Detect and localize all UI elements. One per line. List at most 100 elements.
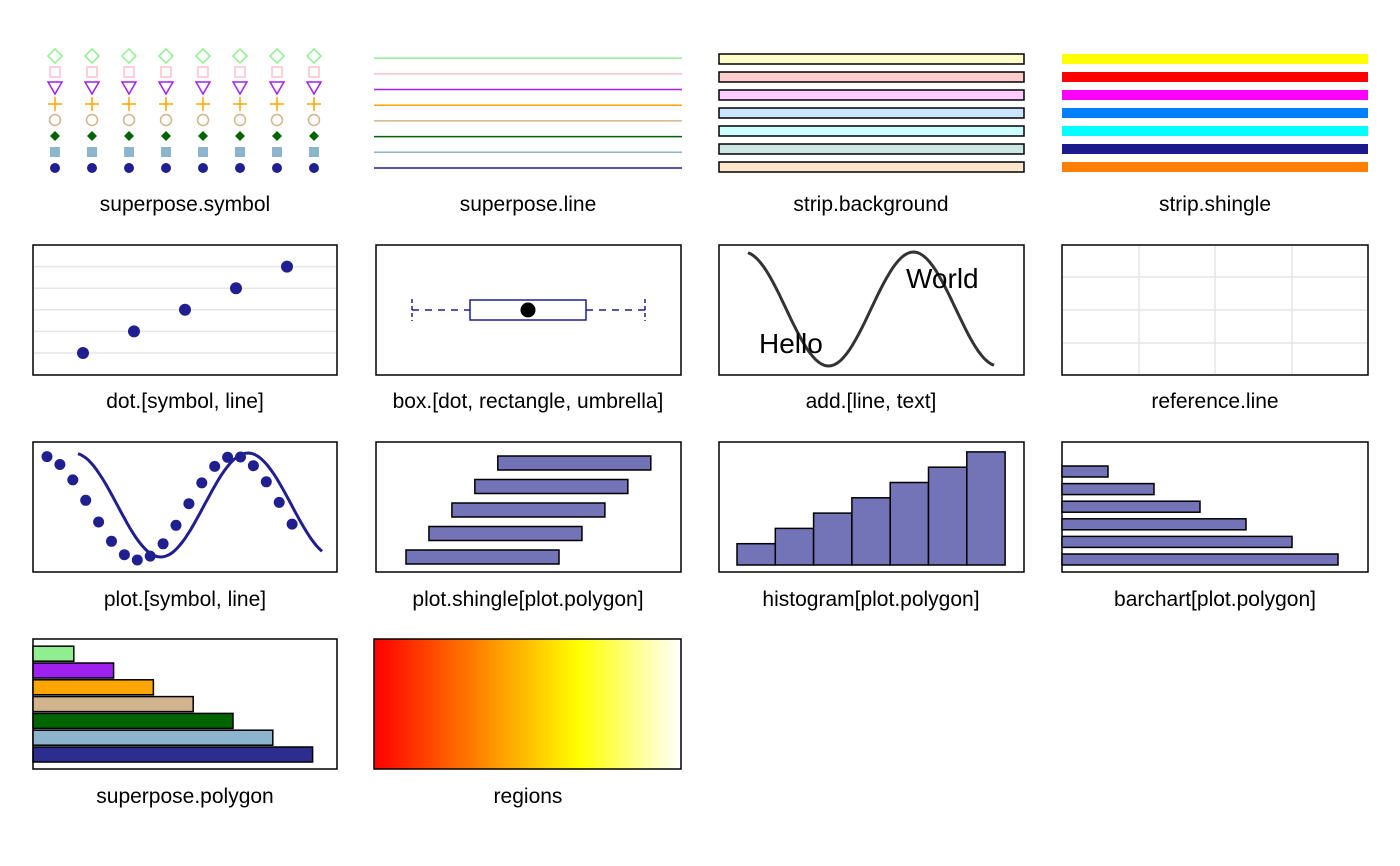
plot-shingle-bar-2: [428, 525, 583, 542]
symbol-open-square-5: [197, 66, 209, 78]
dot-points: [77, 260, 293, 359]
plot-label: plot.[symbol, line]: [104, 588, 266, 611]
barchart-bar-1: [1061, 553, 1339, 566]
symbol-open-circle-8: [307, 113, 321, 127]
histogram-bars: [736, 451, 1006, 566]
superpose-symbol-rows: [46, 47, 323, 173]
symbol-open-triangle-down-8: [305, 81, 323, 96]
symbol-filled-diamond-4: [161, 131, 171, 141]
symbol-open-circle-1: [48, 113, 62, 127]
histogram-bar-5: [889, 481, 930, 566]
symbol-open-square-4: [160, 66, 172, 78]
plot-point-2: [54, 459, 66, 470]
plot-point-14: [209, 460, 221, 472]
superpose-polygon-panel: superpose.polygon: [32, 638, 338, 808]
symbol-filled-square-7: [272, 147, 282, 157]
plot-shingle-bar-3: [451, 502, 606, 518]
symbol-filled-diamond-8: [309, 131, 319, 141]
symbol-plus-2: [85, 97, 99, 111]
superpose-line-label: superpose.line: [460, 193, 597, 216]
symbol-open-diamond-6: [231, 47, 249, 65]
symbol-open-square-3: [123, 66, 135, 78]
symbol-filled-circle-1: [50, 163, 60, 173]
box-dot: [520, 302, 536, 318]
plot-point-7: [118, 549, 130, 561]
dot-point-4: [230, 282, 242, 295]
histogram-bar-6: [927, 466, 968, 566]
barchart-panel: barchart[plot.polygon]: [1061, 441, 1369, 611]
barchart-bar-5: [1061, 482, 1155, 496]
plot-shingle-label: plot.shingle[plot.polygon]: [412, 588, 643, 611]
symbol-open-diamond-4: [157, 47, 175, 65]
strip-shingle-3: [1062, 126, 1368, 136]
symbol-open-diamond-8: [305, 47, 323, 65]
histogram-bar-2: [774, 527, 815, 566]
strip-shingle-panel: strip.shingle: [1062, 54, 1368, 216]
plot-shingle-bar-5: [497, 455, 652, 471]
symbol-filled-diamond-7: [272, 131, 282, 141]
strip-background-3: [718, 125, 1025, 137]
symbol-filled-circle-8: [309, 163, 319, 173]
barchart-bar-6: [1061, 465, 1109, 478]
symbol-open-circle-6: [233, 113, 247, 127]
regions-panel: regions: [373, 638, 682, 808]
histogram-bar-4: [851, 497, 891, 566]
plot-point-18: [260, 476, 272, 488]
plot-point-3: [67, 474, 79, 486]
symbol-open-diamond-1: [46, 47, 64, 65]
symbol-filled-square-8: [309, 147, 319, 157]
add-line-curve: [747, 250, 995, 368]
strip-background-rows: [718, 53, 1025, 173]
symbol-open-triangle-down-4: [157, 81, 175, 96]
dot-label: dot.[symbol, line]: [106, 390, 264, 413]
symbol-filled-square-1: [50, 147, 60, 157]
strip-background-5: [718, 89, 1025, 101]
plot-panel: plot.[symbol, line]: [32, 441, 338, 611]
plot-shingle-bar-4: [474, 478, 629, 495]
symbol-plus-7: [270, 97, 284, 111]
add-text-hello: Hello: [759, 328, 823, 359]
symbol-filled-circle-7: [272, 163, 282, 173]
regions-gradient: [373, 638, 682, 770]
symbol-plus-3: [122, 97, 136, 111]
plot-point-6: [106, 535, 117, 547]
superpose-polygon-bar-5: [32, 679, 155, 696]
symbol-open-square-2: [86, 66, 98, 78]
plot-point-8: [131, 554, 143, 566]
barchart-bar-3: [1061, 518, 1247, 531]
superpose-polygon-bar-1: [32, 746, 314, 763]
histogram-label: histogram[plot.polygon]: [762, 588, 979, 611]
symbol-open-triangle-down-7: [268, 81, 286, 96]
strip-shingle-label: strip.shingle: [1159, 193, 1271, 216]
reference-label: reference.line: [1151, 390, 1278, 413]
regions-label: regions: [494, 785, 563, 808]
superpose-polygon-bar-4: [32, 695, 194, 713]
histogram-bar-3: [812, 512, 853, 566]
symbol-open-triangle-down-5: [194, 81, 212, 96]
box-label: box.[dot, rectangle, umbrella]: [393, 390, 664, 413]
symbol-filled-square-3: [124, 147, 134, 157]
plot-point-17: [247, 460, 259, 472]
dot-point-5: [281, 260, 293, 273]
symbol-plus-5: [196, 97, 210, 111]
symbol-open-triangle-down-3: [120, 81, 138, 96]
plot-line-curve: [77, 451, 324, 559]
superpose-line-rows: [374, 57, 682, 169]
symbol-plus-8: [307, 97, 321, 111]
superpose-polygon-label: superpose.polygon: [96, 785, 273, 808]
symbol-open-diamond-2: [83, 47, 101, 65]
strip-shingle-7: [1062, 54, 1368, 64]
symbol-open-diamond-3: [120, 47, 138, 65]
symbol-open-circle-4: [159, 113, 173, 127]
add-text-world: World: [906, 263, 979, 294]
symbol-open-circle-7: [270, 113, 284, 127]
plot-shingle-panel: plot.shingle[plot.polygon]: [375, 441, 682, 611]
reference-panel: reference.line: [1061, 244, 1369, 413]
symbol-filled-square-5: [198, 147, 208, 157]
barchart-bars: [1061, 465, 1339, 566]
symbol-open-triangle-down-2: [83, 81, 101, 96]
symbol-open-triangle-down-6: [231, 81, 249, 96]
dot-point-2: [128, 325, 140, 338]
plot-point-19: [273, 496, 285, 508]
